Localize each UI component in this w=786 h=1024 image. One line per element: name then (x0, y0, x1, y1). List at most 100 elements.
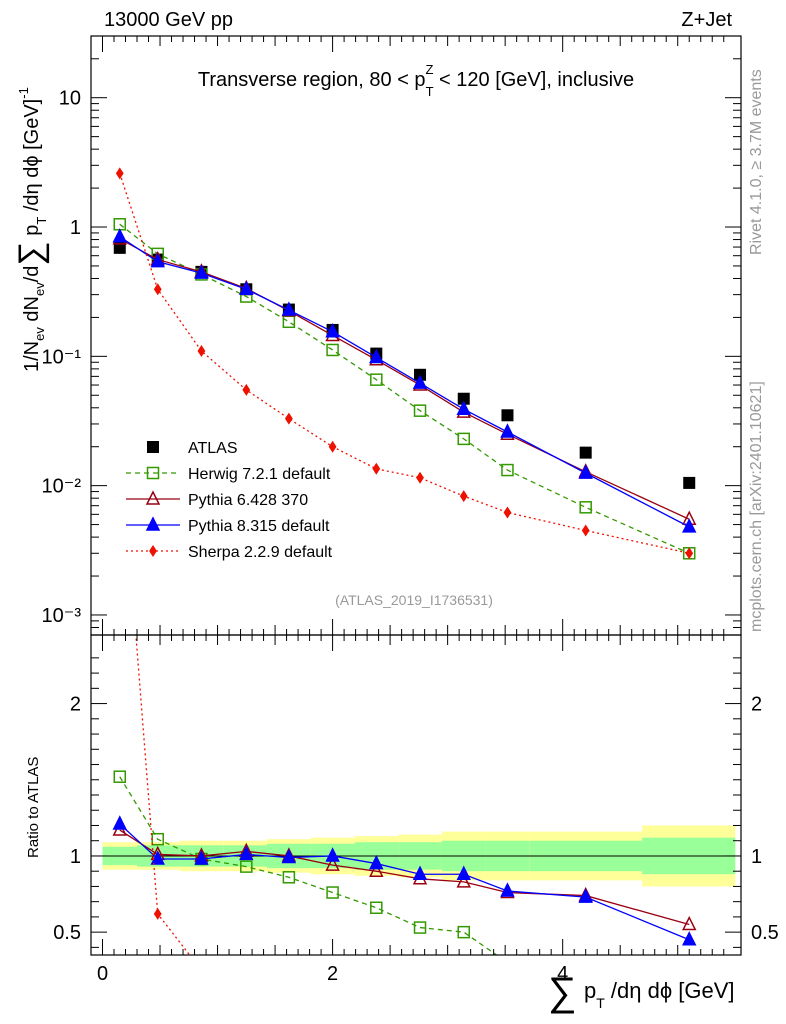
ratio-series-layer (112, 635, 697, 955)
ratio-point-herwig-7-2-1-default (457, 925, 470, 939)
legend-marker (145, 516, 161, 531)
data-point-pythia-8-315-default (194, 264, 209, 279)
series-pythia-8-315-default (112, 228, 697, 533)
main-ytick-label: 10⁻³ (42, 605, 82, 627)
main-series-layer (112, 167, 697, 560)
ratio-point-pythia-8-315-default (150, 850, 165, 865)
ratio-point-pythia-8-315-default (682, 931, 697, 946)
data-point-pythia-8-315-default (456, 400, 471, 415)
legend-marker (149, 545, 157, 557)
data-point-sherpa-2-2-9-default (242, 383, 251, 396)
main-ytick-label: 10 (59, 88, 81, 110)
legend: ATLAS Herwig 7.2.1 default Pythia 6.428 37… (126, 440, 333, 561)
data-point-sherpa-2-2-9-default (153, 283, 162, 296)
legend-marker (145, 490, 161, 505)
series-herwig-7-2-1-default (113, 218, 696, 560)
ratio-point-pythia-8-315-default (239, 845, 254, 861)
data-point-sherpa-2-2-9-default (416, 471, 424, 484)
data-point-sherpa-2-2-9-default (581, 524, 590, 537)
ratio-point-pythia-8-315-default (369, 854, 384, 870)
data-point-herwig-7-2-1-default (413, 404, 427, 417)
legend-entry-atlas: ATLAS (147, 440, 238, 457)
ratio-point-herwig-7-2-1-default (326, 886, 339, 899)
series-line-pythia-6-428-370 (119, 238, 690, 520)
data-point-pythia-8-315-default (500, 423, 515, 438)
energy-label: 13000 GeV pp (104, 9, 233, 31)
series-line-herwig-7-2-1-default (119, 223, 690, 554)
legend-entry-pythia-6-428-370: Pythia 6.428 370 (126, 490, 308, 509)
ratio-point-pythia-8-315-default (112, 815, 127, 830)
ratio-point-pythia-6-428-370 (456, 873, 471, 888)
series-line-pythia-8-315-default (119, 236, 690, 528)
legend-label: Pythia 8.315 default (188, 518, 330, 535)
process-label: Z+Jet (681, 9, 732, 31)
ratio-point-pythia-6-428-370 (682, 915, 697, 931)
ratio-point-pythia-8-315-default (578, 888, 593, 903)
main-ytick-label: 10⁻¹ (42, 346, 82, 368)
data-point-sherpa-2-2-9-default (503, 506, 512, 519)
xtick-label: 0 (97, 963, 108, 985)
ratio-ytick-label: 2 (70, 694, 81, 716)
data-point-atlas (579, 446, 592, 459)
series-line-sherpa-2-2-9-default (119, 173, 690, 554)
xlabel-sum-symbol: ∑ (548, 970, 577, 1014)
rivet-label: Rivet 4.1.0, ≥ 3.7M events (748, 69, 765, 255)
main-ylabel: 1/Nev dNev/d∑ pT /dη dϕ [GeV]-1 (12, 87, 50, 372)
data-point-herwig-7-2-1-default (326, 343, 339, 357)
ratio-point-herwig-7-2-1-default (240, 860, 253, 873)
series-sherpa-2-2-9-default (115, 167, 694, 560)
ratio-series-sherpa-2-2-9-default (135, 635, 191, 955)
data-point-sherpa-2-2-9-default (115, 167, 124, 180)
legend-entry-pythia-8-315-default: Pythia 8.315 default (126, 516, 330, 535)
data-point-sherpa-2-2-9-default (328, 440, 337, 453)
legend-label: ATLAS (188, 440, 238, 457)
ratio-point-sherpa-2-2-9-default (153, 907, 162, 920)
data-point-herwig-7-2-1-default (501, 463, 514, 477)
ratio-point-herwig-7-2-1-default (282, 871, 296, 884)
ratio-point-pythia-8-315-default (281, 848, 297, 864)
ratio-point-pythia-6-428-370 (369, 862, 384, 877)
data-point-pythia-8-315-default (239, 280, 254, 296)
xtick-label: 2 (327, 963, 338, 985)
ratio-ytick-label-right: 2 (751, 694, 762, 716)
data-point-sherpa-2-2-9-default (284, 412, 293, 425)
legend-entry-sherpa-2-2-9-default: Sherpa 2.2.9 default (126, 544, 333, 561)
data-point-herwig-7-2-1-default (579, 501, 592, 514)
ratio-point-pythia-8-315-default (500, 882, 515, 897)
ratio-ytick-label: 0.5 (53, 922, 81, 944)
data-point-pythia-8-315-default (682, 518, 697, 533)
data-point-pythia-8-315-default (412, 374, 428, 389)
ratio-point-pythia-6-428-370 (325, 856, 340, 871)
data-point-herwig-7-2-1-default (457, 432, 470, 446)
data-point-pythia-8-315-default (150, 252, 165, 268)
data-point-pythia-8-315-default (325, 323, 340, 338)
main-ytick-label: 10⁻² (42, 476, 82, 498)
data-point-sherpa-2-2-9-default (685, 547, 694, 560)
legend-label: Herwig 7.2.1 default (188, 466, 331, 483)
data-point-pythia-8-315-default (281, 301, 297, 316)
ratio-frame (90, 634, 742, 956)
ratio-point-pythia-8-315-default (412, 865, 428, 880)
legend-marker (147, 441, 159, 453)
axes-layer: 10⁻³ 10⁻² 10⁻¹ 1 10 0 2 4 0.5 0.5 1 1 2 2 (42, 35, 779, 985)
ratio-point-pythia-8-315-default (325, 847, 340, 862)
ratio-line-sherpa-2-2-9-default (135, 635, 191, 955)
ratio-point-herwig-7-2-1-default (370, 901, 383, 915)
data-point-atlas (457, 392, 470, 405)
legend-label: Pythia 6.428 370 (188, 492, 308, 509)
data-point-herwig-7-2-1-default (370, 373, 383, 386)
legend-entry-herwig-7-2-1-default: Herwig 7.2.1 default (126, 466, 331, 483)
main-title: Transverse region, 80 < pTZ < 120 [GeV],… (198, 62, 634, 99)
ratio-point-herwig-7-2-1-default (413, 921, 427, 934)
ratio-ytick-label-right: 1 (751, 846, 762, 868)
data-point-sherpa-2-2-9-default (459, 490, 468, 503)
data-point-atlas (501, 409, 514, 422)
data-point-atlas (683, 476, 696, 489)
xlabel-text: pT /dη dϕ [GeV] (584, 978, 735, 1011)
main-ytick-label: 1 (70, 217, 81, 239)
ratio-point-pythia-8-315-default (194, 850, 209, 865)
ratio-ytick-label: 1 (70, 846, 81, 868)
data-point-herwig-7-2-1-default (282, 315, 296, 329)
mcplots-label: mcplots.cern.ch [arXiv:2401.10621] (748, 381, 765, 632)
